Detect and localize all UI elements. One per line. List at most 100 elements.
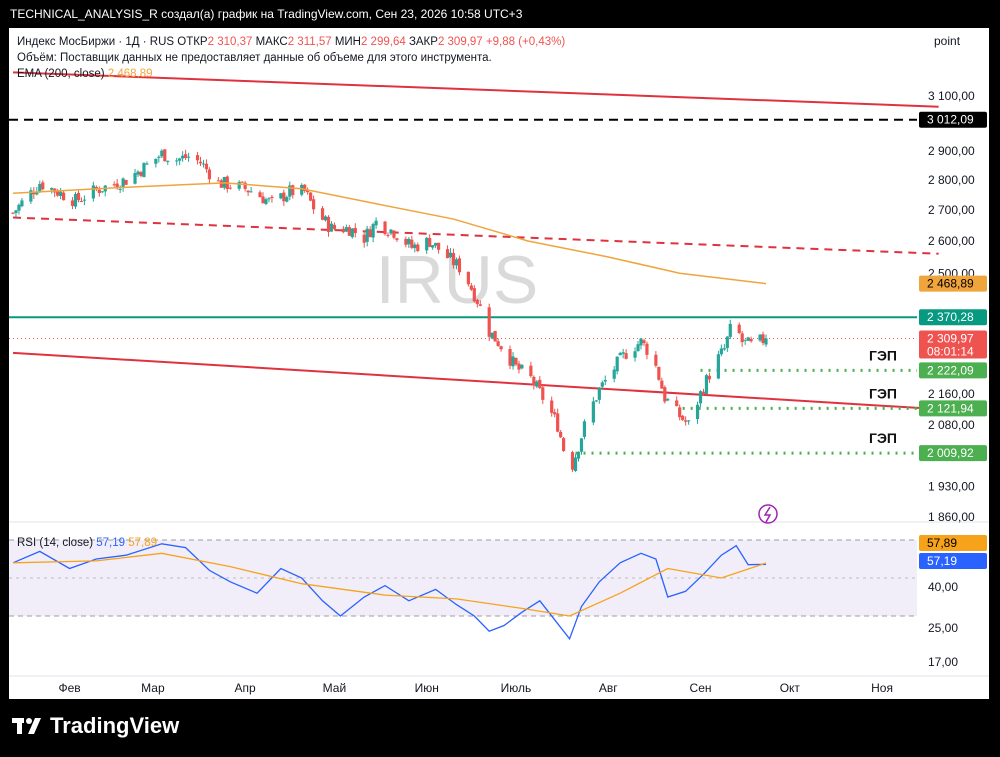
price-label: 2 009,92: [927, 446, 974, 460]
candle-body: [698, 391, 703, 404]
candle-body: [538, 379, 542, 388]
chart-frame[interactable]: IRUS ГЭП ГЭП ГЭП 3 100,00 2 900,00 2 800,00 2 7…: [9, 28, 989, 699]
tradingview-logo[interactable]: TradingView: [12, 713, 179, 739]
candle-body: [82, 199, 87, 201]
brand-name: TradingView: [50, 713, 180, 738]
candle-body: [633, 351, 637, 358]
rsi-tick-label: 40,00: [928, 580, 958, 594]
candle-body: [701, 391, 706, 395]
candle-body: [157, 156, 161, 158]
candle-body: [434, 242, 438, 246]
candle-body: [487, 307, 491, 337]
candle-body: [618, 353, 622, 356]
candle-body: [469, 285, 473, 290]
candle-body: [20, 200, 24, 207]
candle-body: [258, 192, 262, 198]
candle-body: [719, 348, 723, 355]
candle-body: [35, 191, 39, 195]
candle-body: [279, 193, 283, 199]
price-label-bg: [919, 445, 987, 462]
candle-body: [91, 185, 95, 199]
candle-body: [645, 343, 649, 355]
candle-body: [285, 197, 289, 202]
candle-body: [309, 192, 313, 201]
price-tick-label: 2 600,00: [928, 234, 975, 248]
candle-body: [678, 407, 682, 418]
candle-body: [216, 180, 220, 182]
chart-canvas[interactable]: IRUS ГЭП ГЭП ГЭП 3 100,00 2 900,00 2 800,00 2 7…: [9, 28, 989, 699]
candle-body: [160, 150, 164, 157]
rsi-line: [12, 543, 767, 641]
candle-body: [115, 183, 119, 189]
candle-body: [61, 192, 66, 201]
candle-body: [73, 194, 78, 207]
candle-body: [687, 420, 691, 422]
candle-body: [579, 438, 584, 452]
candle-body: [532, 376, 536, 385]
rsi-legend-value: 57,89: [128, 537, 157, 549]
candle-body: [407, 238, 411, 245]
rsi-label-bg: [919, 553, 987, 569]
candle-body: [639, 338, 643, 346]
candle-body: [404, 238, 408, 245]
candle-body: [240, 181, 244, 183]
ema-legend-value: 2 468,89: [108, 68, 153, 80]
candle-body: [323, 216, 328, 221]
candle-body: [56, 191, 60, 196]
time-tick-label: Ноя: [871, 681, 893, 695]
candle-body: [112, 184, 116, 186]
volume-note: Объём: Поставщик данных не предоставляет…: [17, 52, 492, 64]
candle-body: [14, 210, 18, 214]
candle-body: [145, 163, 149, 165]
lightning-bolt: [763, 506, 772, 523]
candle-body: [600, 382, 604, 387]
candle-body: [663, 387, 667, 402]
gap-label: ГЭП: [869, 430, 897, 446]
candle-body: [472, 288, 476, 302]
candle-body: [451, 253, 456, 266]
candle-body: [728, 323, 732, 337]
candle-body: [243, 182, 247, 189]
candle-body: [413, 244, 417, 249]
candle-body: [282, 192, 286, 202]
ema-line: [12, 182, 767, 285]
candle-body: [529, 365, 533, 377]
price-label-bg: [919, 362, 987, 379]
tradingview-icon: [12, 718, 41, 734]
candle-body: [621, 352, 625, 354]
legend-field: 2 299,64: [361, 36, 409, 48]
price-tick-label: 2 800,00: [928, 173, 975, 187]
candle-body: [695, 404, 700, 420]
candle-body: [684, 420, 688, 422]
time-tick-label: Окт: [780, 681, 801, 695]
price-label-bg: [919, 400, 987, 417]
rsi-tick-label: 17,00: [928, 655, 958, 669]
candle-body: [368, 229, 372, 238]
candle-body: [743, 339, 747, 341]
candle-body: [517, 363, 521, 370]
time-tick-label: Июн: [415, 681, 439, 695]
candle-body: [320, 208, 325, 220]
candle-body: [576, 451, 581, 459]
candle-body: [740, 333, 744, 343]
candle-body: [675, 400, 679, 407]
candle-body: [716, 354, 720, 379]
candle-body: [121, 178, 125, 188]
rsi-tick-label: 25,00: [928, 621, 958, 635]
legend-field: 2 310,37: [208, 36, 256, 48]
candle-body: [97, 189, 101, 193]
candle-body: [76, 192, 81, 201]
candle-body: [198, 161, 203, 164]
candle-body: [306, 190, 310, 193]
candle-body: [178, 158, 182, 161]
rsi-axis-label: 57,19: [927, 554, 957, 568]
candle-body: [612, 369, 616, 379]
ema-legend: EMA (200, close) 2 468,89: [17, 68, 153, 80]
candle-body: [496, 341, 500, 347]
candle-body: [332, 224, 337, 229]
candle-body: [118, 188, 122, 190]
price-label-countdown: 08:01:14: [927, 344, 974, 358]
candle-body: [758, 334, 762, 341]
candle-body: [38, 184, 42, 192]
candle-body: [270, 196, 274, 199]
